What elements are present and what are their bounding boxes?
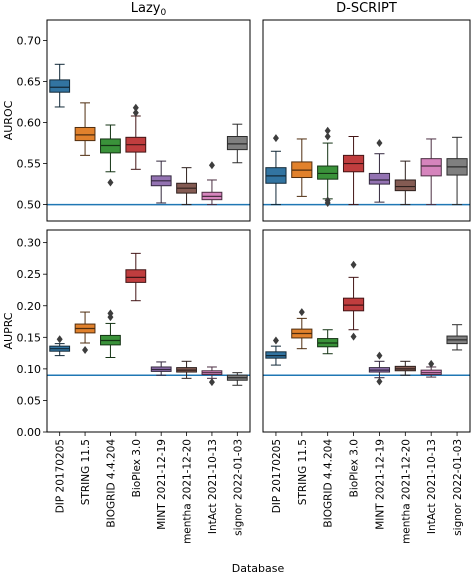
- panel-title-subscript: 0: [161, 8, 167, 18]
- outlier-marker: [298, 308, 305, 317]
- y-tick-label: 0.15: [17, 331, 42, 344]
- y-tick-label: 0.30: [17, 237, 42, 250]
- panel-title: D-SCRIPT: [336, 1, 397, 16]
- outlier-marker: [350, 260, 357, 269]
- y-tick-label: 0.60: [17, 117, 42, 130]
- x-tick-label: mentha 2021-12-20: [400, 439, 412, 544]
- box: [74, 126, 96, 142]
- box: [265, 351, 287, 359]
- outlier-marker: [132, 103, 139, 112]
- panel-frame: [262, 19, 471, 222]
- x-tick-label: DIP 20170205: [271, 439, 283, 513]
- x-tick-label: signor 2022-01-03: [232, 439, 244, 536]
- panel-frame: [46, 229, 251, 433]
- box: [125, 269, 147, 283]
- outlier-marker: [272, 134, 279, 143]
- outlier-marker: [324, 132, 331, 141]
- box: [368, 172, 391, 185]
- panel-frame: [46, 19, 251, 222]
- y-tick-label: 0.25: [17, 268, 42, 281]
- outlier-marker: [208, 161, 215, 170]
- box: [342, 297, 365, 312]
- x-tick-label: BIOGRID 4.4.204: [323, 439, 335, 528]
- panel-title-main: Lazy: [131, 1, 161, 16]
- box: [394, 179, 416, 192]
- y-tick-label: 0.50: [17, 199, 42, 212]
- y-tick-label: 0.20: [17, 300, 42, 313]
- outlier-marker: [272, 336, 279, 345]
- y-axis-label: AUPRC: [2, 312, 15, 349]
- box: [226, 135, 248, 151]
- y-tick-label: 0.10: [17, 363, 42, 376]
- box: [49, 79, 71, 93]
- outlier-marker: [428, 359, 435, 368]
- outlier-marker: [56, 335, 63, 344]
- x-tick-label: IntAct 2021-10-13: [207, 439, 219, 534]
- y-tick-label: 0.00: [17, 426, 42, 439]
- x-tick-label: MINT 2021-12-19: [156, 439, 168, 530]
- x-tick-label: DIP 20170205: [55, 439, 67, 513]
- x-tick-label: STRING 11.5: [297, 439, 309, 505]
- outlier-marker: [376, 351, 383, 360]
- y-axis-label: AUROC: [2, 100, 15, 140]
- outlier-marker: [324, 126, 331, 135]
- x-tick-label: signor 2022-01-03: [452, 439, 464, 536]
- y-tick-label: 0.70: [17, 35, 42, 48]
- x-tick-label: STRING 11.5: [80, 439, 92, 505]
- outlier-marker: [132, 108, 139, 117]
- box: [420, 158, 442, 177]
- y-tick-label: 0.55: [17, 158, 42, 171]
- x-tick-label: MINT 2021-12-19: [374, 439, 386, 530]
- outlier-marker: [107, 309, 114, 318]
- outlier-marker: [376, 139, 383, 148]
- x-tick-label: IntAct 2021-10-13: [426, 439, 438, 534]
- x-tick-label: mentha 2021-12-20: [182, 439, 194, 544]
- x-tick-label: BIOGRID 4.4.204: [105, 439, 117, 528]
- x-tick-label: BioPlex 3.0: [349, 439, 361, 497]
- y-tick-label: 0.65: [17, 76, 42, 89]
- outlier-marker: [324, 196, 331, 205]
- box: [317, 165, 339, 180]
- outlier-marker: [82, 345, 89, 354]
- outlier-marker: [350, 332, 357, 341]
- panel-title: Lazy0: [131, 1, 167, 18]
- x-axis-label: Database: [232, 562, 285, 575]
- outlier-marker: [208, 378, 215, 387]
- outlier-marker: [376, 377, 383, 386]
- outlier-marker: [107, 178, 114, 187]
- x-tick-label: BioPlex 3.0: [131, 439, 143, 497]
- panel-title-main: D-SCRIPT: [336, 1, 397, 16]
- panel-frame: [262, 229, 471, 433]
- y-tick-label: 0.05: [17, 394, 42, 407]
